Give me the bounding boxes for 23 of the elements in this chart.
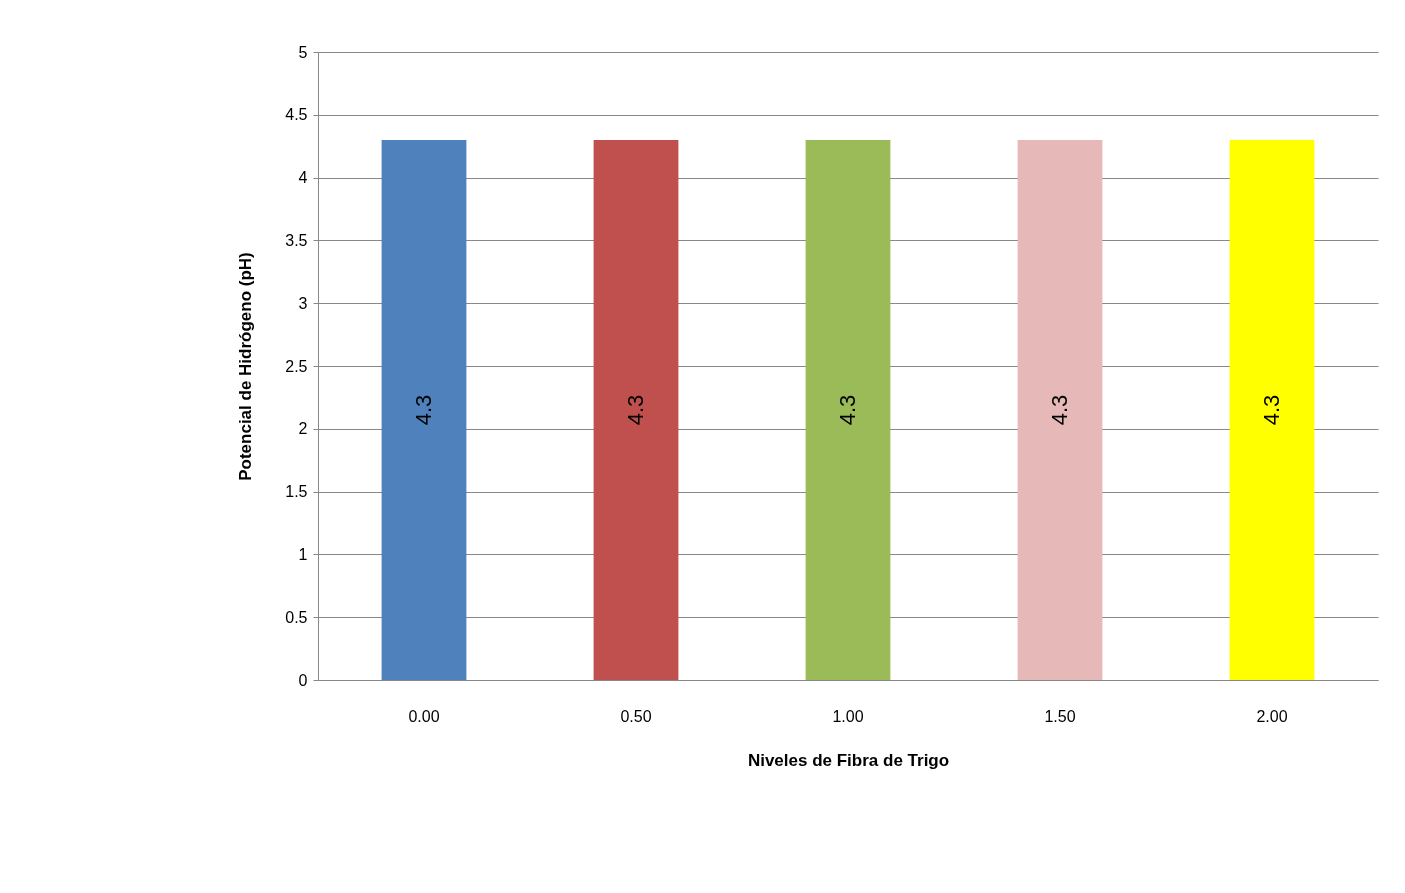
y-tick-label: 0: [298, 671, 308, 689]
data-label: 4.3: [1047, 394, 1072, 426]
x-axis-title: Niveles de Fibra de Trigo: [747, 750, 950, 770]
x-tick-label: 0.00: [408, 707, 440, 725]
y-tick-label: 3: [298, 294, 308, 312]
x-tick-label: 1.00: [832, 707, 864, 725]
y-tick-label: 2: [298, 420, 308, 438]
y-tick-label: 3.5: [285, 231, 308, 249]
y-tick-label: 1.5: [285, 483, 308, 501]
data-label: 4.3: [835, 394, 860, 426]
y-tick-label: 5: [298, 43, 308, 61]
data-label: 4.3: [623, 394, 648, 426]
y-axis-title: Potencial de Hidrógeno (pH): [236, 252, 256, 481]
data-label: 4.3: [1259, 394, 1284, 426]
x-tick-label: 0.50: [620, 707, 652, 725]
x-tick-label: 1.50: [1044, 707, 1076, 725]
y-tick-label: 4: [298, 169, 308, 187]
y-tick-label: 4.5: [285, 106, 308, 124]
y-tick-label: 1: [298, 545, 308, 563]
x-tick-label: 2.00: [1256, 707, 1288, 725]
y-tick-label: 0.5: [285, 608, 308, 626]
data-label: 4.3: [411, 394, 436, 426]
y-tick-label: 2.5: [285, 357, 308, 375]
